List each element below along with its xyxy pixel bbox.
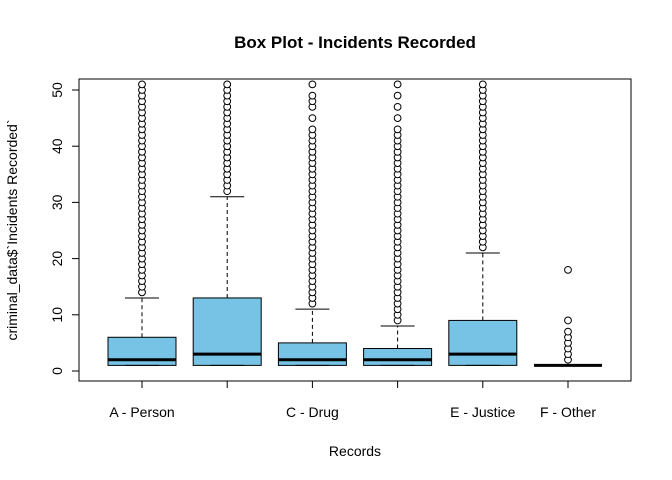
- x-axis-label: Records: [329, 443, 381, 459]
- outlier-point: [564, 265, 572, 274]
- outlier-point: [223, 80, 232, 89]
- x-tick-label: C - Drug: [286, 404, 339, 420]
- box-group-1: [107, 80, 177, 366]
- outlier-point: [138, 80, 146, 89]
- chart-title: Box Plot - Incidents Recorded: [234, 33, 476, 52]
- y-axis-label: criminal_data$`Incidents Recorded`: [4, 120, 20, 341]
- outlier-point: [564, 316, 572, 325]
- y-tick-label: 30: [49, 194, 65, 210]
- x-tick-label: F - Other: [540, 404, 596, 420]
- box-group-6: [534, 265, 602, 367]
- box: [448, 319, 518, 366]
- outlier-point: [393, 91, 402, 100]
- outlier-point: [393, 125, 402, 134]
- outlier-point: [308, 125, 317, 134]
- box-group-2: [192, 80, 262, 366]
- box: [277, 342, 347, 366]
- plot-frame: [78, 78, 632, 382]
- outlier-point: [393, 80, 402, 89]
- box-group-3: [277, 80, 347, 366]
- y-tick-label: 40: [49, 138, 65, 154]
- boxes-layer: [107, 80, 602, 367]
- outlier-point: [478, 80, 487, 89]
- x-tick-label: A - Person: [109, 404, 174, 420]
- y-tick-label: 50: [49, 82, 65, 98]
- y-tick-label: 20: [49, 251, 65, 267]
- box-group-5: [448, 80, 518, 366]
- outlier-point: [564, 327, 572, 336]
- outlier-point: [393, 114, 402, 122]
- outlier-point: [308, 114, 317, 122]
- box: [363, 348, 433, 366]
- y-tick-label: 0: [49, 367, 65, 375]
- x-axis: A - Person C - Drug E - Justice F - Other: [109, 381, 596, 420]
- box-group-4: [363, 80, 433, 366]
- y-axis: 0 10 20 30 40 50: [49, 82, 79, 375]
- y-tick-label: 10: [49, 307, 65, 323]
- outlier-point: [308, 91, 317, 100]
- x-tick-label: E - Justice: [450, 404, 516, 420]
- outlier-point: [393, 102, 402, 111]
- outlier-point: [308, 80, 317, 89]
